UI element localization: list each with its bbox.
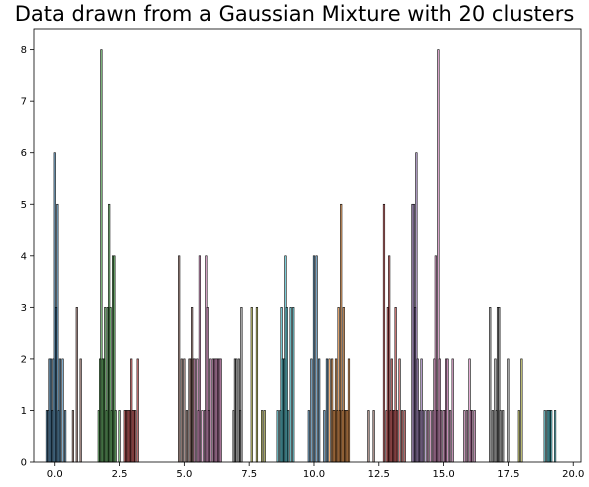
y-tick-label: 4 [21,251,27,262]
histogram-bar [75,307,78,463]
histogram-bar [473,410,476,463]
histogram-bar [451,358,454,463]
histogram-bar [395,410,399,463]
histogram-bar [79,358,82,463]
histogram-bar [261,410,264,463]
histogram-bar [235,358,238,463]
x-tick-label: 2.5 [112,469,128,480]
histogram-bar [312,255,316,463]
histogram-bar [185,410,189,463]
histogram-bar [307,410,310,463]
histogram-bar [276,410,279,463]
histogram-bar [520,358,523,463]
histogram-bar [323,410,326,463]
x-axis: 0.0 2.5 5.0 7.5 10.0 12.5 15.0 17.5 20.0 [47,462,584,480]
histogram-bar [502,410,505,463]
histogram-bar [250,307,253,463]
histogram-bar [325,358,329,463]
histogram-bar [286,410,290,463]
histogram-bar [315,255,318,463]
histogram-bar [499,410,502,463]
y-tick-label: 1 [21,406,27,417]
histogram-bar [347,358,351,463]
y-tick-label: 2 [21,354,27,365]
histogram-bar [318,358,321,463]
y-tick-label: 5 [21,200,27,211]
chart-title: Data drawn from a Gaussian Mixture with … [14,2,575,26]
x-tick-label: 0.0 [47,469,63,480]
y-tick-label: 6 [21,148,27,159]
histogram-bar [446,358,449,463]
histogram-bar [507,358,510,463]
histogram-bar [449,410,452,463]
histogram-bar [426,410,430,463]
histogram-bar [550,410,553,463]
histogram-bar [71,410,74,463]
histogram-bar [183,358,186,463]
histogram-bar [289,307,292,463]
histogram-bar [134,410,137,463]
x-tick-label: 17.5 [497,469,519,480]
histogram-bar [465,410,469,463]
histogram-bar [328,358,331,463]
histogram-bar [240,307,243,463]
histogram-bar [64,410,67,463]
histogram-bar [136,358,139,463]
x-tick-label: 7.5 [241,469,257,480]
histogram-bar [439,410,443,463]
histogram-bar [424,410,427,463]
histogram-bar [61,358,64,463]
x-tick-label: 20.0 [562,469,584,480]
histogram-bar [429,410,432,463]
histogram-bar [310,358,313,463]
histogram-bar [403,410,406,463]
histogram-bar [201,410,204,463]
histogram-bar [463,410,466,463]
histogram-bar [180,358,183,463]
histogram-bar [471,410,474,463]
histogram-bar [114,410,117,463]
y-axis: 0 1 2 3 4 5 6 7 8 [21,45,34,469]
x-tick-label: 5.0 [176,469,192,480]
histogram-bar [421,410,424,463]
histogram-bar [178,255,181,463]
histogram-bar [553,410,557,463]
x-tick-label: 12.5 [368,469,390,480]
histogram-bar [517,410,520,463]
histogram-bar [292,307,295,463]
histogram-bar [382,203,386,463]
plot-frame [33,28,582,463]
histogram-bar [219,358,222,463]
histogram-bar [398,358,401,463]
histogram-bar [489,307,492,463]
histogram-bar [209,358,212,463]
histogram-bar [118,410,121,463]
histogram-bar [491,410,494,463]
y-tick-label: 7 [21,97,27,108]
histogram-bar [263,410,266,463]
bars-group [45,49,557,463]
histogram-bar [58,358,62,463]
y-tick-label: 0 [21,458,27,469]
histogram-bar [255,307,259,463]
x-tick-label: 10.0 [303,469,325,480]
x-tick-label: 15.0 [432,469,454,480]
histogram-bar [198,255,201,463]
histogram-bar [401,410,404,463]
histogram-bar [543,410,546,463]
y-tick-label: 3 [21,303,27,314]
histogram-bar [193,358,196,463]
histogram-bar [367,410,370,463]
histogram-bar [372,410,375,463]
y-tick-label: 8 [21,45,27,56]
